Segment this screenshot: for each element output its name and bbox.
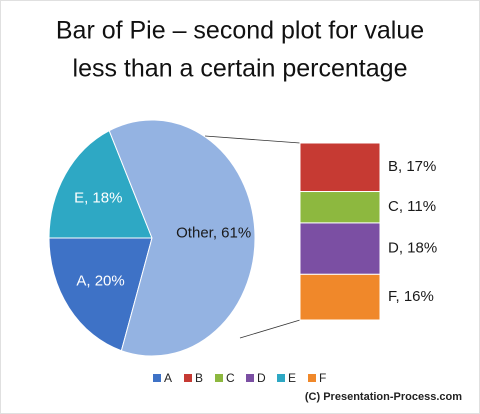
legend-label: A [164, 371, 172, 385]
pie-label: Other, 61% [176, 224, 251, 241]
chart-title: less than a certain percentage [73, 55, 408, 83]
bar-label: D, 18% [388, 240, 437, 257]
legend-swatch [246, 374, 254, 382]
pie-slice [108, 119, 256, 357]
bar-segment [299, 191, 381, 224]
legend-label: F [319, 371, 326, 385]
bar-segment [299, 273, 381, 321]
connector [204, 135, 301, 144]
legend-swatch [277, 374, 285, 382]
pie-slice [48, 129, 153, 239]
credit: (C) Presentation-Process.com [305, 391, 462, 403]
bar-segment [299, 142, 381, 193]
legend-swatch [215, 374, 223, 382]
bar-label: F, 16% [388, 288, 434, 305]
bar-label: B, 17% [388, 158, 436, 175]
legend-swatch [184, 374, 192, 382]
legend-label: C [226, 371, 235, 385]
bar-segment [299, 222, 381, 275]
legend-swatch [153, 374, 161, 382]
connector [239, 319, 301, 339]
chart-title: Bar of Pie – second plot for value [56, 17, 424, 45]
bar-label: C, 11% [388, 198, 436, 215]
pie-slice [48, 237, 153, 352]
legend-label: E [288, 371, 296, 385]
legend-label: B [195, 371, 203, 385]
legend-label: D [257, 371, 266, 385]
pie-label: E, 18% [74, 189, 122, 206]
legend-swatch [308, 374, 316, 382]
pie-label: A, 20% [76, 272, 124, 289]
